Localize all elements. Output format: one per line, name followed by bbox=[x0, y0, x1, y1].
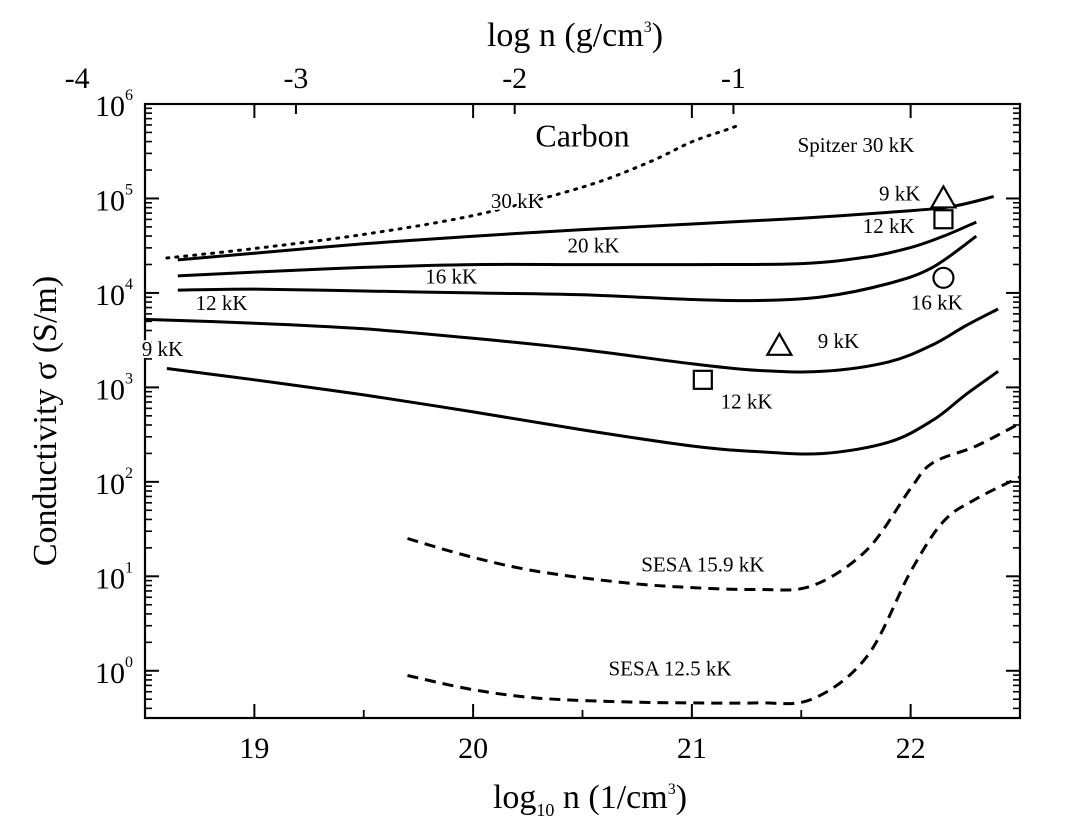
series-12-kk bbox=[144, 307, 999, 374]
series-spitzer-30-kk bbox=[165, 123, 742, 260]
plot-frame bbox=[143, 102, 1022, 720]
series-16-kk bbox=[177, 234, 978, 303]
series-sesa-12-5-kk bbox=[407, 475, 1021, 706]
curve-label: 30 kK bbox=[491, 189, 543, 213]
x2-tick-label: -1 bbox=[721, 62, 746, 95]
curve-label: Spitzer 30 kK bbox=[798, 133, 915, 157]
marker-circle bbox=[932, 266, 955, 289]
x-axis-ticks: 19 20 21 22 bbox=[144, 104, 1021, 765]
x-tick-label: 21 bbox=[677, 732, 707, 765]
marker-label: 9 kK bbox=[818, 329, 859, 353]
marker-label: 16 kK bbox=[911, 290, 963, 314]
y-tick-label: 102 bbox=[95, 465, 133, 501]
x-axis-label: log10 n (1/cm3) bbox=[493, 779, 687, 820]
y-tick-label: 106 bbox=[95, 87, 133, 123]
series-20-kk bbox=[177, 220, 977, 278]
y-tick-label: 103 bbox=[95, 370, 133, 406]
curve-label: 12 kK bbox=[196, 291, 248, 315]
marker-label: 12 kK bbox=[863, 214, 915, 238]
marker-triangle bbox=[765, 331, 794, 356]
marker-label: 12 kK bbox=[721, 390, 773, 414]
x2-tick-label: -3 bbox=[283, 62, 308, 95]
marker-label: 9 kK bbox=[879, 182, 920, 206]
x-axis-title: log10 n (1/cm3) bbox=[493, 779, 687, 820]
x2-tick-label: -2 bbox=[502, 62, 527, 95]
x2-tick-label: -4 bbox=[65, 62, 90, 95]
y-tick-label: 100 bbox=[95, 654, 133, 690]
series-sesa-15-9-kk bbox=[407, 421, 1021, 592]
series-9-kk bbox=[166, 367, 999, 456]
x-tick-label: 22 bbox=[896, 732, 926, 765]
marker-triangle bbox=[929, 184, 958, 209]
curve-label: SESA 15.9 kK bbox=[641, 553, 764, 577]
chart-title: Carbon bbox=[535, 118, 629, 154]
x-tick-label: 20 bbox=[458, 732, 488, 765]
curve-label: 20 kK bbox=[567, 233, 619, 257]
y-tick-label: 101 bbox=[95, 559, 133, 595]
y-tick-label: 105 bbox=[95, 181, 133, 217]
plot-area: Carbon Spitzer 30 kK 30 kK 20 kK 16 kK 12 kK 9… bbox=[140, 102, 1022, 720]
marker-square bbox=[933, 209, 954, 230]
marker-square bbox=[692, 369, 713, 390]
y-tick-label: 104 bbox=[95, 276, 133, 312]
x-tick-label: 19 bbox=[239, 732, 269, 765]
top-axis-label: log n (g/cm3) bbox=[487, 17, 663, 54]
curve-label: 9 kK bbox=[142, 337, 183, 361]
y-axis-title: Conductivity σ (S/m) bbox=[27, 276, 64, 566]
curve-label: SESA 12.5 kK bbox=[608, 656, 731, 680]
y-axis-ticks: 100 101 102 103 104 105 106 bbox=[95, 87, 1020, 710]
series-30-kk bbox=[177, 195, 995, 262]
top-axis-ticks: -4 -3 -2 -1 bbox=[65, 62, 746, 114]
y-axis-label: Conductivity σ (S/m) bbox=[27, 276, 64, 566]
curve-label: 16 kK bbox=[425, 264, 477, 288]
top-axis-title: log n (g/cm3) bbox=[487, 17, 663, 54]
